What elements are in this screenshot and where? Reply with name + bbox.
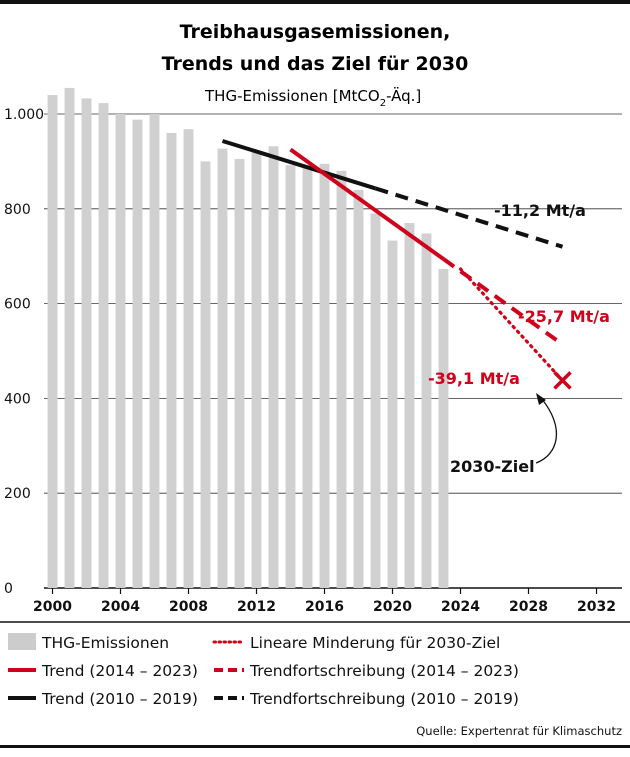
x-tick-label: 2000 <box>33 599 72 615</box>
chart-title-line-2: Trends und das Ziel für 2030 <box>162 53 469 75</box>
target-arrowhead <box>536 393 546 405</box>
legend-label-linear: Lineare Minderung für 2030-Ziel <box>250 634 500 652</box>
emission-bars <box>47 87 449 589</box>
legend-label-trendfort-2010: Trendfortschreibung (2010 – 2019) <box>249 690 519 708</box>
x-tick-label: 2012 <box>237 599 276 615</box>
target-marker <box>553 371 572 390</box>
bar <box>166 132 177 588</box>
legend-swatch-bars <box>8 633 36 650</box>
bar <box>200 161 211 588</box>
bar <box>47 95 58 588</box>
trend-line <box>289 147 445 261</box>
chart-legend: THG-Emissionen Lineare Minderung für 203… <box>8 633 519 708</box>
bar <box>319 163 330 588</box>
annotation-trend-2014-2023: -25,7 Mt/a <box>518 307 610 326</box>
chart-title-line-1: Treibhausgasemissionen, <box>180 21 451 43</box>
bar <box>64 87 75 589</box>
trend-line <box>442 257 564 346</box>
source-note: Quelle: Expertenrat für Klimaschutz <box>416 724 622 738</box>
bar <box>81 98 92 588</box>
trend-line <box>374 186 564 249</box>
bar <box>285 165 296 588</box>
bar <box>234 159 245 588</box>
target-arrow <box>535 397 558 464</box>
bar <box>353 189 364 588</box>
x-tick-label: 2008 <box>169 599 208 615</box>
bottom-rule <box>0 745 630 748</box>
x-tick-label: 2020 <box>373 599 412 615</box>
bar <box>217 148 228 589</box>
legend-label-trend-2014: Trend (2014 – 2023) <box>41 662 198 680</box>
subtitle-subscript: 2 <box>380 98 386 109</box>
target-label: 2030-Ziel <box>450 457 535 476</box>
bar <box>98 103 109 589</box>
subtitle-prefix: THG-Emissionen [MtCO <box>204 87 380 105</box>
subtitle-suffix: -Äq.] <box>386 86 421 105</box>
y-axis-ticks: 0 200 400 600 800 1.000 <box>4 107 44 597</box>
y-tick-label: 800 <box>4 202 31 218</box>
legend-label-trendfort-2014: Trendfortschreibung (2014 – 2023) <box>249 662 519 680</box>
bar <box>336 170 347 588</box>
bar <box>183 129 194 588</box>
y-tick-label: 1.000 <box>4 107 44 123</box>
y-tick-label: 0 <box>4 581 13 597</box>
bar <box>115 114 126 588</box>
legend-label-bars: THG-Emissionen <box>41 634 169 652</box>
bar <box>132 119 143 589</box>
trend-lines <box>221 139 565 382</box>
y-tick-label: 600 <box>4 297 31 313</box>
annotation-linear-reduction: -39,1 Mt/a <box>428 369 520 388</box>
y-tick-label: 200 <box>4 486 31 502</box>
x-axis-ticks: 2000 2004 2008 2012 2016 2020 2024 2028 2032 <box>33 588 616 615</box>
bar <box>438 268 449 588</box>
top-rule <box>0 0 630 4</box>
bar <box>268 146 279 588</box>
bar <box>421 233 432 588</box>
target-x-stroke <box>553 371 572 390</box>
bar <box>302 165 313 588</box>
annotation-trend-2010-2019: -11,2 Mt/a <box>494 201 586 220</box>
x-tick-label: 2004 <box>101 599 140 615</box>
trend-line <box>458 267 565 382</box>
chart-subtitle: THG-Emissionen [MtCO2-Äq.] <box>204 86 421 109</box>
y-tick-label: 400 <box>4 391 31 407</box>
x-tick-label: 2028 <box>509 599 548 615</box>
x-tick-label: 2024 <box>441 599 480 615</box>
bar <box>387 240 398 589</box>
bar <box>404 223 415 588</box>
x-tick-label: 2032 <box>577 599 616 615</box>
trend-line <box>221 139 377 191</box>
legend-label-trend-2010: Trend (2010 – 2019) <box>41 690 198 708</box>
bar <box>251 150 262 589</box>
bar <box>370 213 381 589</box>
x-tick-label: 2016 <box>305 599 344 615</box>
bar <box>149 114 160 588</box>
